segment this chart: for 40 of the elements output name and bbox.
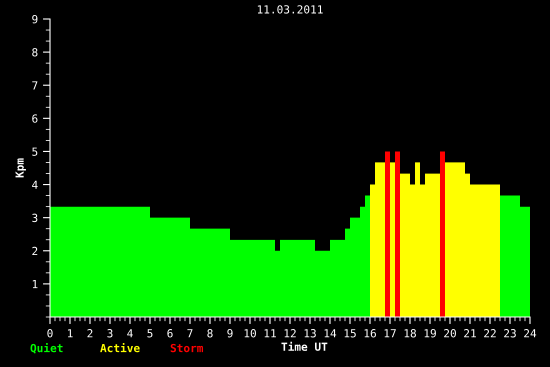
x-tick-label: 10: [244, 329, 256, 338]
x-axis-title: Time UT: [281, 342, 328, 351]
text: Storm: [170, 344, 204, 352]
x-tick-label: 8: [207, 329, 213, 338]
x-tick-label: 14: [324, 329, 336, 338]
x-tick-label: 4: [127, 329, 133, 338]
x-tick-label: 24: [524, 329, 536, 338]
x-tick-label: 19: [424, 329, 436, 338]
x-tick-label: 12: [284, 329, 296, 338]
x-tick-label: 21: [464, 329, 476, 338]
x-tick-label: 11: [264, 329, 276, 338]
x-tick-label: 0: [47, 329, 53, 338]
x-tick-label: 6: [167, 329, 173, 338]
x-tick-label: 5: [147, 329, 152, 338]
y-axis-title: Kpm: [16, 158, 26, 178]
x-tick-label: 20: [444, 329, 456, 338]
y-tick-label: 7: [32, 81, 38, 90]
x-tick-label: 17: [384, 329, 396, 338]
x-tick-label: 9: [227, 329, 233, 338]
x-tick-label: 18: [404, 329, 416, 338]
y-tick-label: 5: [32, 148, 38, 156]
x-tick-label: 13: [304, 329, 316, 338]
y-tick-label: 6: [32, 114, 38, 123]
chart-title: 11.03.2011: [258, 5, 323, 14]
y-tick-label: 1: [32, 280, 38, 288]
x-tick-label: 22: [484, 329, 496, 338]
x-tick-label: 23: [504, 329, 516, 338]
x-tick-label: 2: [87, 329, 92, 338]
x-tick-label: 3: [107, 329, 113, 338]
y-tick-label: 8: [32, 48, 38, 57]
x-tick-label: 16: [364, 329, 376, 338]
y-tick-label: 4: [32, 180, 38, 189]
x-tick-label: 7: [187, 329, 193, 338]
text: Active: [100, 343, 140, 352]
y-tick-label: 9: [32, 15, 38, 24]
x-tick-label: 15: [344, 329, 356, 338]
text: Quiet: [30, 343, 63, 354]
y-tick-label: 3: [32, 214, 38, 222]
x-tick-label: 1: [68, 329, 73, 338]
y-tick-label: 2: [32, 246, 38, 256]
